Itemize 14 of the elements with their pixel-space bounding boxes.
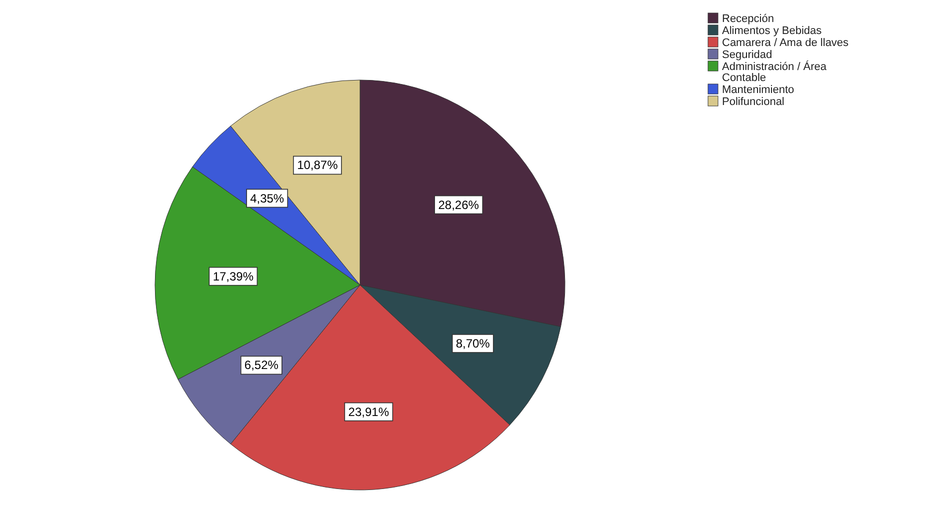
legend-label: Alimentos y Bebidas xyxy=(722,25,822,37)
legend-label: Administración / Área Contable xyxy=(722,60,828,84)
data-label: 4,35% xyxy=(250,191,284,206)
legend-label: Recepción xyxy=(722,13,774,25)
data-label: 8,70% xyxy=(456,336,490,350)
data-label: 28,26% xyxy=(438,198,480,212)
legend-label: Camarera / Ama de llaves xyxy=(722,37,850,49)
data-label: 23,91% xyxy=(348,404,390,419)
data-label: 17,39% xyxy=(212,269,254,284)
legend-label: Mantenimiento xyxy=(722,84,794,96)
legend-label: Polifuncional xyxy=(722,96,784,108)
data-label: 6,52% xyxy=(244,358,279,372)
data-label: 10,87% xyxy=(297,158,338,172)
legend-label: Seguridad xyxy=(722,49,772,61)
